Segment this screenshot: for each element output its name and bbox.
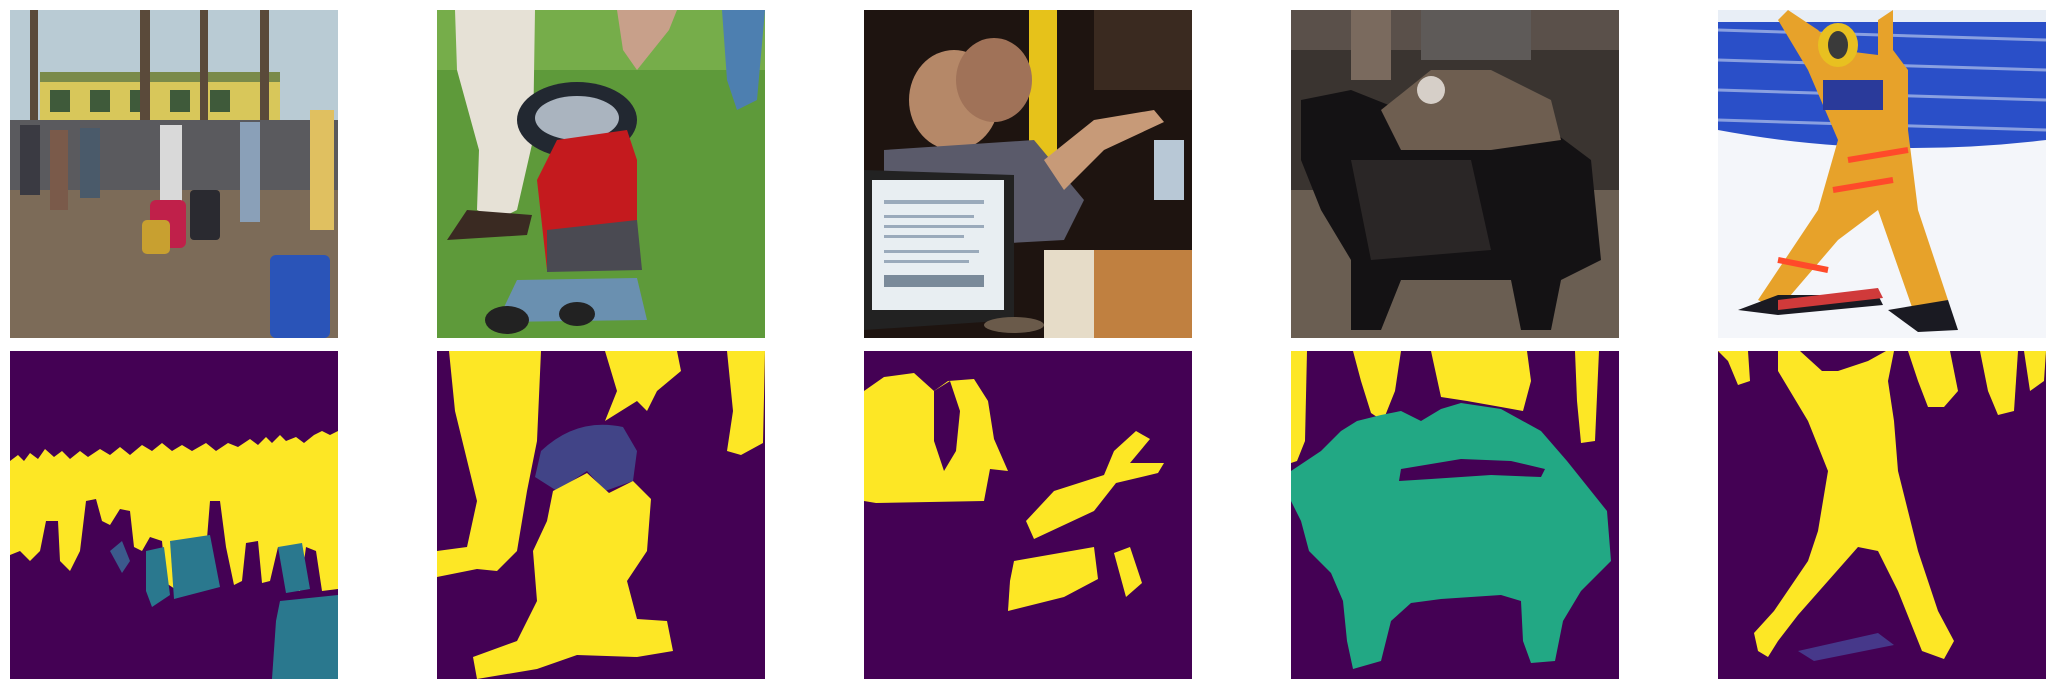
mask-snowboarder [1718,351,2046,679]
photo-crowd-luggage [10,10,338,338]
segmentation-mask [10,351,338,679]
child-with-frisbee-icon [437,10,765,338]
photo-men-laptops [864,10,1192,338]
segmentation-mask [864,351,1192,679]
segmentation-mask [1291,351,1619,679]
photo-child-frisbee [437,10,765,338]
segmentation-mask [1718,351,2046,679]
snowboarder-icon [1718,10,2046,338]
mask-men-laptops [864,351,1192,679]
segmentation-mask [437,351,765,679]
mask-crowd-luggage [10,351,338,679]
photo-snowboarder [1718,10,2046,338]
photo-cat-dog [1291,10,1619,338]
cat-on-dog-icon [1291,10,1619,338]
mask-cat-dog [1291,351,1619,679]
mask-child-frisbee [437,351,765,679]
men-at-laptops-icon [864,10,1192,338]
crowd-with-luggage-icon [10,10,338,338]
